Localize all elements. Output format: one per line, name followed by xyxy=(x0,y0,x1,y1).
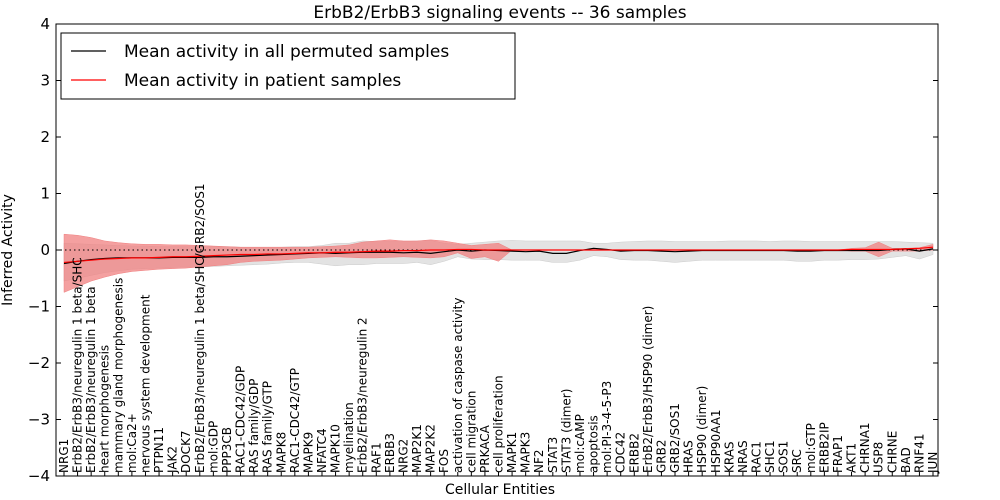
x-tick-label: HSP90AA1 xyxy=(709,409,723,473)
x-tick-label: RAS family/GDP xyxy=(247,379,261,473)
x-axis: NRG1 ErbB2/ErbB3/neuregulin 1 beta/SHC Erb… xyxy=(57,183,940,476)
x-tick-label: myelination xyxy=(342,402,356,473)
x-tick-label: NRG2 xyxy=(396,439,410,473)
x-tick-label: BAD xyxy=(899,447,913,473)
x-tick-label: cell proliferation xyxy=(492,375,506,473)
x-tick-label: heart morphogenesis xyxy=(98,345,112,473)
x-tick-label: GRB2/SOS1 xyxy=(668,403,682,473)
legend-label-patient: Mean activity in patient samples xyxy=(124,71,401,91)
x-tick-label: mol:PI-3-4-5-P3 xyxy=(600,381,614,473)
x-tick-label: RAC1 xyxy=(749,441,763,473)
x-tick-label: STAT3 (dimer) xyxy=(559,389,573,473)
x-axis-label: Cellular Entities xyxy=(445,482,555,498)
x-tick-label: ERBB2IP xyxy=(817,422,831,473)
x-tick-label: RAS family/GTP xyxy=(261,381,275,473)
x-tick-label: NRAS xyxy=(736,440,750,473)
x-tick-label: DOCK7 xyxy=(179,430,193,473)
y-tick-label: 1 xyxy=(40,185,50,203)
x-tick-label: RAC1-CDC42/GTP xyxy=(288,368,302,473)
y-tick-label: −4 xyxy=(28,467,50,485)
x-tick-label: ErbB2/ErbB3/neuregulin 2 xyxy=(356,317,370,473)
y-tick-label: 3 xyxy=(40,72,50,90)
x-tick-label: nervous system development xyxy=(138,294,152,473)
x-tick-label: MAPK3 xyxy=(519,432,533,473)
y-tick-label: −1 xyxy=(28,298,50,316)
x-tick-label: MAP2K2 xyxy=(424,424,438,473)
y-tick-label: 2 xyxy=(40,128,50,146)
x-tick-label: MAPK1 xyxy=(505,432,519,473)
y-tick-label: −3 xyxy=(28,411,50,429)
x-tick-label: mol:Ca2+ xyxy=(125,413,139,473)
x-tick-label: RNF41 xyxy=(912,434,926,474)
legend-label-permuted: Mean activity in all permuted samples xyxy=(124,42,449,62)
x-tick-label: apoptosis xyxy=(587,415,601,473)
x-tick-label: SOS1 xyxy=(777,441,791,473)
x-tick-label: activation of caspase activity xyxy=(451,298,465,473)
x-tick-label: KRAS xyxy=(722,441,736,473)
x-tick-label: RAF1 xyxy=(369,442,383,473)
x-tick-label: MAPK10 xyxy=(329,424,343,473)
patient-mean-line xyxy=(63,246,934,264)
x-tick-label: FRAP1 xyxy=(831,435,845,473)
x-tick-label: ErbB2/ErbB3/neuregulin 1 beta xyxy=(84,286,98,473)
legend: Mean activity in all permuted samples Me… xyxy=(60,32,516,100)
x-tick-label: PRKACA xyxy=(478,424,492,473)
x-tick-label: SHC1 xyxy=(763,440,777,473)
x-tick-label: mol:cAMP xyxy=(573,414,587,473)
y-axis-label: Inferred Activity xyxy=(0,194,16,306)
x-tick-label: PPP3CB xyxy=(220,427,234,473)
x-tick-label: mol:GDP xyxy=(206,421,220,473)
x-tick-label: ErbB2/ErbB3/neuregulin 1 beta/SHC/GRB2/S… xyxy=(193,183,207,473)
chart-title: ErbB2/ErbB3 signaling events -- 36 sampl… xyxy=(313,3,686,23)
x-tick-label: CDC42 xyxy=(614,432,628,473)
x-tick-label: cell migration xyxy=(464,391,478,473)
x-tick-label: GRB2 xyxy=(654,439,668,473)
x-tick-label: HSP90 (dimer) xyxy=(695,386,709,473)
y-tick-label: −2 xyxy=(28,354,50,372)
y-tick-label: 0 xyxy=(40,241,50,259)
x-tick-label: MAP2K1 xyxy=(410,424,424,473)
x-tick-label: AKT1 xyxy=(845,443,859,473)
x-tick-label: mol:GTP xyxy=(804,423,818,473)
x-tick-label: HRAS xyxy=(682,440,696,473)
x-tick-label: NFATC4 xyxy=(315,428,329,473)
x-tick-label: ERBB3 xyxy=(383,433,397,473)
x-tick-label: CHRNE xyxy=(885,431,899,473)
x-tick-label: MAPK8 xyxy=(274,432,288,473)
x-tick-label: STAT3 xyxy=(546,437,560,473)
x-tick-label: NRG1 xyxy=(57,439,71,473)
y-axis: −4 −3 −2 −1 0 1 2 3 4 xyxy=(28,15,938,485)
plot-area xyxy=(56,233,938,293)
legend-box xyxy=(60,32,516,100)
x-tick-label: ErbB2/ErbB3/neuregulin 1 beta/SHC xyxy=(71,257,85,473)
x-tick-label: SRC xyxy=(790,449,804,473)
x-tick-label: FOS xyxy=(437,449,451,473)
x-tick-label: ErbB2/ErbB3/HSP90 (dimer) xyxy=(641,306,655,473)
x-tick-label: ERBB2 xyxy=(627,433,641,473)
x-tick-label: mammary gland morphogenesis xyxy=(111,278,125,473)
x-tick-label: JAK2 xyxy=(166,446,180,474)
y-tick-label: 4 xyxy=(40,15,50,33)
x-tick-label: RAC1-CDC42/GDP xyxy=(234,366,248,473)
x-tick-label: NF2 xyxy=(532,449,546,473)
x-tick-label: JUN xyxy=(926,452,940,474)
x-tick-label: MAPK9 xyxy=(301,432,315,473)
x-tick-label: USP8 xyxy=(872,442,886,473)
x-tick-label: PTPN11 xyxy=(152,427,166,473)
x-tick-label: CHRNA1 xyxy=(858,422,872,473)
